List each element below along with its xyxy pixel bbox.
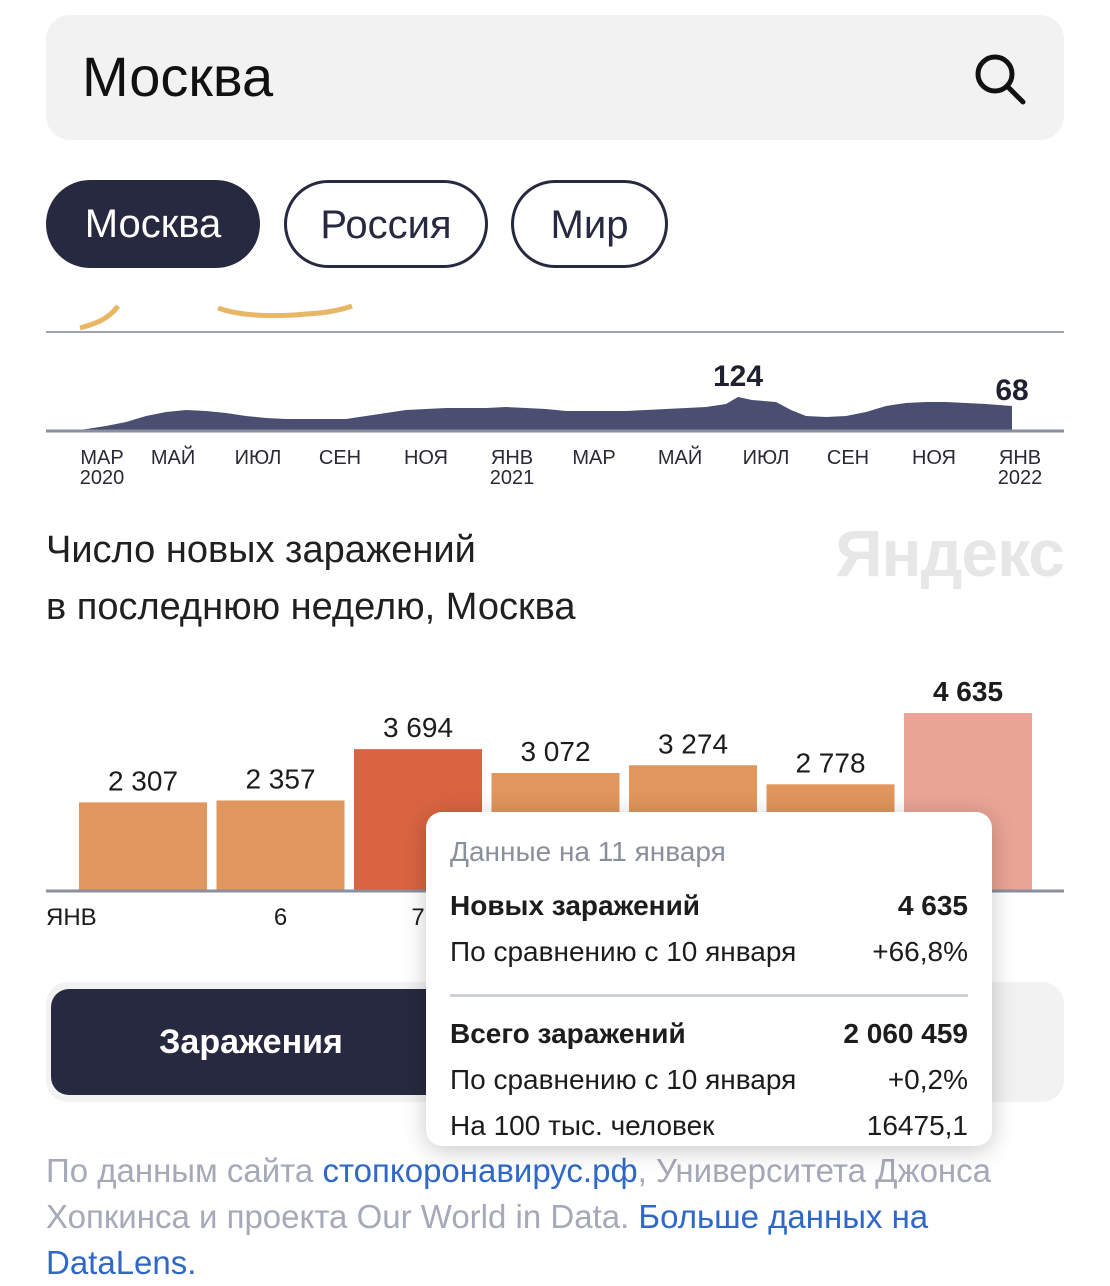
tooltip-date: Данные на 11 января	[450, 836, 726, 867]
tooltip-per100k-label: На 100 тыс. человек	[450, 1110, 715, 1141]
timeline-peak-label: 124	[713, 360, 763, 393]
search-bar[interactable]: Москва	[46, 15, 1064, 140]
previous-chart-fragment	[217, 303, 353, 319]
region-chip-moscow[interactable]: Москва	[46, 180, 260, 268]
tooltip-total-value: 2 060 459	[843, 1018, 968, 1049]
datalens-link[interactable]: Больше данных на DataLens.	[46, 1198, 929, 1281]
data-tooltip: Данные на 11 января Новых заражений 4 63…	[426, 812, 992, 1146]
bar-value-label: 2 307	[108, 765, 178, 796]
footer-text-2: , Университета Джонса Хопкинса и проекта…	[46, 1152, 992, 1235]
tooltip-total-compare-row: По сравнению с 10 января +0,2%	[450, 1064, 968, 1104]
timeline-month-label: СЕН	[319, 447, 361, 469]
search-input[interactable]: Москва	[82, 45, 274, 108]
tooltip-total-compare-value: +0,2%	[887, 1064, 968, 1095]
bar-value-label: 4 635	[933, 676, 1003, 707]
timeline-month-label: ИЮЛ	[743, 447, 790, 469]
stopcoronavirus-link[interactable]: стопкоронавирус.рф	[322, 1152, 638, 1189]
timeline-month-label: МАЙ	[151, 445, 195, 469]
timeline-month-label: НОЯ	[912, 447, 956, 469]
timeline-month-label: МАЙ	[658, 445, 702, 469]
tab-infections-label: Заражения	[159, 1023, 343, 1061]
previous-chart-fragment	[79, 304, 121, 331]
search-icon[interactable]	[972, 51, 1028, 107]
timeline-month-label: МАР	[572, 447, 615, 469]
region-chip-russia[interactable]: Россия	[284, 180, 488, 268]
chart-title: Число новых заражений в последнюю неделю…	[46, 522, 576, 636]
weekly-bar[interactable]	[216, 800, 345, 891]
tooltip-total-compare-label: По сравнению с 10 января	[450, 1064, 797, 1095]
timeline-year-label: 2021	[490, 467, 535, 489]
bar-value-label: 3 274	[658, 728, 728, 759]
timeline-last-label: 68	[995, 374, 1028, 407]
tooltip-per100k-value: 16475,1	[866, 1110, 968, 1141]
bar-value-label: 2 778	[795, 747, 865, 778]
chart-title-line1: Число новых заражений	[46, 529, 476, 571]
timeline-month-label: НОЯ	[404, 447, 448, 469]
timeline-year-label: 2020	[80, 467, 125, 489]
tooltip-new-row: Новых заражений 4 635	[450, 890, 968, 930]
tooltip-divider	[450, 994, 968, 997]
tooltip-per100k-row: На 100 тыс. человек 16475,1	[450, 1110, 968, 1150]
tooltip-compare-label: По сравнению с 10 января	[450, 936, 797, 967]
tooltip-total-label: Всего заражений	[450, 1018, 686, 1049]
yandex-logo: Яндекс	[835, 516, 1065, 590]
timeline-month-label: ЯНВ	[999, 447, 1041, 469]
bar-value-label: 3 694	[383, 712, 453, 743]
bar-axis-label: ЯНВ	[46, 904, 97, 931]
tooltip-compare-row: По сравнению с 10 января +66,8%	[450, 936, 968, 976]
weekly-bar[interactable]	[79, 802, 207, 891]
timeline-month-label: СЕН	[827, 447, 869, 469]
bar-axis-label: 7	[411, 904, 424, 931]
timeline-area	[80, 397, 1012, 431]
timeline-month-label: ИЮЛ	[235, 447, 282, 469]
bar-value-label: 3 072	[520, 736, 590, 767]
timeline-month-label: МАР	[80, 447, 123, 469]
bar-value-label: 2 357	[245, 763, 315, 794]
chart-title-line2: в последнюю неделю, Москва	[46, 586, 576, 628]
footer-sources: По данным сайта стопкоронавирус.рф, Унив…	[46, 1148, 1076, 1286]
region-chip-world[interactable]: Мир	[511, 180, 668, 268]
tooltip-new-label: Новых заражений	[450, 890, 700, 921]
tooltip-new-value: 4 635	[897, 890, 968, 921]
tooltip-compare-value: +66,8%	[872, 936, 968, 967]
bar-axis-label: 6	[274, 904, 287, 931]
footer-text-1: По данным сайта	[46, 1152, 323, 1189]
timeline-month-label: ЯНВ	[491, 447, 533, 469]
timeline-year-label: 2022	[998, 467, 1043, 489]
tooltip-total-row: Всего заражений 2 060 459	[450, 1018, 968, 1058]
